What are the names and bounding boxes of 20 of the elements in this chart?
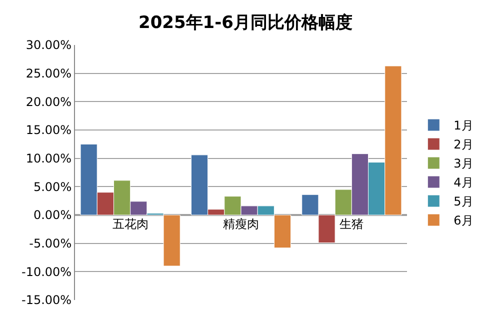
y-tick-label: 30.00% xyxy=(26,38,72,52)
legend-label: 5月 xyxy=(454,194,474,209)
y-tick-label: -5.00% xyxy=(29,236,72,251)
legend-label: 1月 xyxy=(454,118,474,133)
legend-label: 3月 xyxy=(454,156,474,171)
y-tick-label: 0.00% xyxy=(33,208,72,222)
legend-label: 2月 xyxy=(454,138,474,152)
y-tick-label: 5.00% xyxy=(33,180,72,194)
x-tick-label: 生猪 xyxy=(340,217,364,231)
legend-label: 6月 xyxy=(454,214,474,228)
y-tick-label: 10.00% xyxy=(26,152,72,166)
x-tick-label: 五花肉 xyxy=(112,217,148,231)
y-tick-label: -10.00% xyxy=(22,264,72,279)
legend-label: 4月 xyxy=(454,176,474,190)
y-tick-label: 15.00% xyxy=(26,123,72,138)
y-tick-label: 25.00% xyxy=(26,66,72,81)
x-tick-label: 精瘦肉 xyxy=(223,217,259,231)
y-tick-label: -15.00% xyxy=(22,293,72,308)
chart-title: 2025年1-6月同比价格幅度 xyxy=(138,12,353,33)
y-tick-label: 20.00% xyxy=(26,94,72,109)
